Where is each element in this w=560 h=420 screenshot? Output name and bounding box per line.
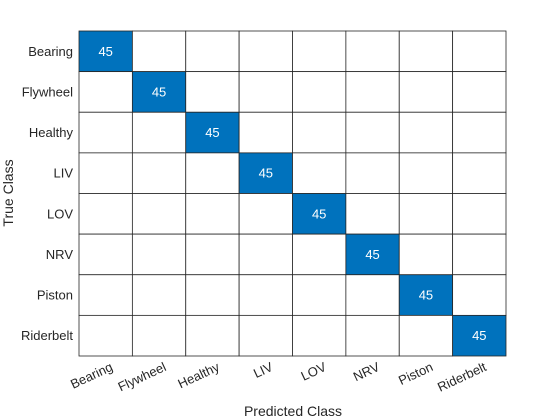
matrix-cell-lov-nrv <box>345 193 400 235</box>
matrix-cell-healthy-bearing <box>78 111 133 154</box>
matrix-cell-piston-lov <box>292 274 347 316</box>
x-tick-labels: Bearing Flywheel Healthy LIV LOV NRV Piston Rid… <box>68 359 489 395</box>
matrix-cell-nrv-flywheel <box>131 233 187 276</box>
matrix-cell-nrv-piston <box>398 233 454 276</box>
cell-value-label: 45 <box>312 206 326 221</box>
matrix-cell-labels: 45 45 45 45 45 45 45 45 <box>98 44 486 343</box>
matrix-cell-flywheel-riderbelt <box>452 71 507 113</box>
matrix-cell-lov-flywheel <box>131 193 187 235</box>
matrix-cell-flywheel-piston <box>398 71 454 113</box>
cell-value-label: 45 <box>152 84 166 99</box>
matrix-cell-riderbelt-healthy <box>185 314 240 357</box>
cell-value-label: 45 <box>259 166 273 181</box>
cell-value-label: 45 <box>472 328 486 343</box>
matrix-cell-piston-flywheel <box>131 274 187 316</box>
matrix-cell-flywheel-liv <box>238 71 293 113</box>
matrix-cell-lov-liv <box>238 193 293 235</box>
matrix-cell-piston-bearing <box>78 274 133 316</box>
cell-value-label: 45 <box>98 44 112 59</box>
y-tick-label: Riderbelt <box>21 328 73 343</box>
matrix-cell-bearing-riderbelt <box>452 30 507 73</box>
matrix-cell-lov-bearing <box>78 193 133 235</box>
matrix-cell-riderbelt-lov <box>292 314 347 357</box>
matrix-cell-nrv-riderbelt <box>452 233 507 276</box>
matrix-cell-lov-piston <box>398 193 454 235</box>
matrix-cell-healthy-liv <box>238 111 293 154</box>
matrix-cell-liv-bearing <box>78 152 133 194</box>
y-tick-labels: Bearing Flywheel Healthy LIV LOV NRV Piston Rid… <box>21 44 74 343</box>
y-axis-title: True Class <box>0 159 16 226</box>
x-tick-label: Piston <box>396 359 435 388</box>
matrix-cell-liv-lov <box>292 152 347 194</box>
matrix-cell-piston-liv <box>238 274 293 316</box>
matrix-cell-bearing-healthy <box>185 30 240 73</box>
cell-value-label: 45 <box>205 125 219 140</box>
matrix-cell-riderbelt-liv <box>238 314 293 357</box>
matrix-cell-riderbelt-riderbelt <box>452 314 507 357</box>
matrix-cell-bearing-bearing <box>78 30 133 73</box>
matrix-cell-bearing-nrv <box>345 30 400 73</box>
x-tick-label: Riderbelt <box>435 359 489 395</box>
matrix-cell-piston-riderbelt <box>452 274 507 316</box>
matrix-cell-piston-healthy <box>185 274 240 316</box>
matrix-cell-riderbelt-piston <box>398 314 454 357</box>
matrix-cell-flywheel-nrv <box>345 71 400 113</box>
y-tick-label: NRV <box>46 247 74 262</box>
matrix-cell-healthy-piston <box>398 111 454 154</box>
matrix-cell-liv-flywheel <box>131 152 187 194</box>
matrix-cell-riderbelt-nrv <box>345 314 400 357</box>
matrix-cell-bearing-piston <box>398 30 454 73</box>
matrix-cell-lov-healthy <box>185 193 240 235</box>
x-tick-label: Flywheel <box>116 359 169 394</box>
cell-value-label: 45 <box>365 247 379 262</box>
matrix-cell-healthy-flywheel <box>131 111 187 154</box>
matrix-cell-riderbelt-bearing <box>78 314 133 357</box>
matrix-cell-bearing-lov <box>292 30 347 73</box>
matrix-cell-piston-nrv <box>345 274 400 316</box>
cell-value-label: 45 <box>419 288 433 303</box>
x-tick-label: Bearing <box>68 359 115 392</box>
matrix-cell-flywheel-lov <box>292 71 347 113</box>
matrix-cell-nrv-healthy <box>185 233 240 276</box>
matrix-cell-nrv-nrv <box>345 233 400 276</box>
matrix-cell-bearing-liv <box>238 30 293 73</box>
matrix-cell-liv-nrv <box>345 152 400 194</box>
matrix-cell-flywheel-flywheel <box>131 71 187 113</box>
matrix-cell-liv-riderbelt <box>452 152 507 194</box>
matrix-cell-healthy-lov <box>292 111 347 154</box>
x-tick-label: LIV <box>251 359 275 381</box>
y-tick-label: Healthy <box>29 125 74 140</box>
x-axis-title: Predicted Class <box>244 403 342 419</box>
matrix-cell-nrv-liv <box>238 233 293 276</box>
matrix-cell-riderbelt-flywheel <box>131 314 187 357</box>
matrix-cell-liv-healthy <box>185 152 240 194</box>
matrix-cell-healthy-nrv <box>345 111 400 154</box>
x-tick-label: Healthy <box>175 359 222 391</box>
matrix-cells <box>78 30 507 357</box>
matrix-cell-nrv-bearing <box>78 233 133 276</box>
x-tick-label: LOV <box>299 359 329 384</box>
y-tick-label: Piston <box>37 288 73 303</box>
y-tick-label: Bearing <box>28 44 73 59</box>
matrix-cell-nrv-lov <box>292 233 347 276</box>
matrix-cell-healthy-riderbelt <box>452 111 507 154</box>
x-tick-label: NRV <box>351 359 382 384</box>
matrix-cell-liv-piston <box>398 152 454 194</box>
matrix-cell-bearing-flywheel <box>131 30 187 73</box>
y-tick-label: LOV <box>47 206 73 221</box>
y-tick-label: LIV <box>53 166 73 181</box>
matrix-cell-flywheel-healthy <box>185 71 240 113</box>
y-tick-label: Flywheel <box>22 84 73 99</box>
matrix-cell-lov-riderbelt <box>452 193 507 235</box>
matrix-cell-healthy-healthy <box>185 111 240 154</box>
matrix-cell-flywheel-bearing <box>78 71 133 113</box>
